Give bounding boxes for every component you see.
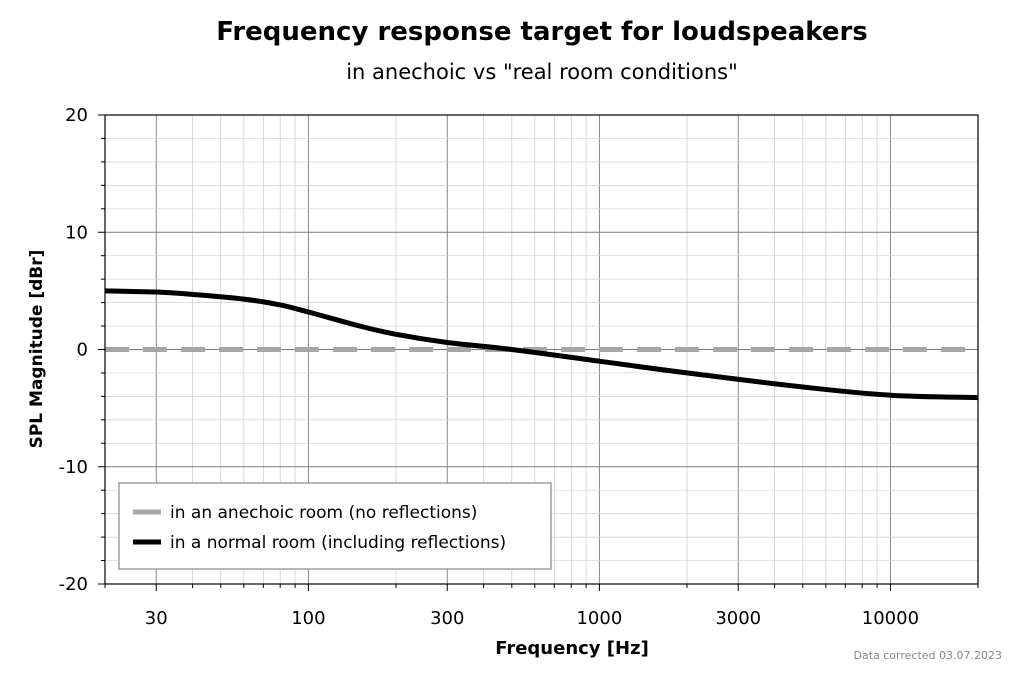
tick-layer — [98, 114, 979, 591]
y-axis-label: SPL Magnitude [dBr] — [27, 250, 47, 449]
footnote: Data corrected 03.07.2023 — [853, 649, 1002, 662]
y-tick-label: 0 — [77, 340, 88, 361]
legend-label-anechoic: in an anechoic room (no reflections) — [170, 503, 477, 523]
tick-labels: 30 100 300 1000 3000 10000 -20 -10 0 10 20 — [59, 105, 919, 629]
y-tick-label: -20 — [59, 574, 88, 595]
legend-label-room: in a normal room (including reflections) — [170, 533, 506, 553]
y-tick-label: -10 — [59, 457, 88, 478]
chart-subtitle: in anechoic vs "real room conditions" — [346, 60, 738, 84]
x-tick-label: 3000 — [715, 608, 761, 629]
legend-box — [118, 482, 552, 570]
series-line-normal-room — [104, 288, 979, 401]
x-tick-label: 1000 — [576, 608, 622, 629]
series-layer — [104, 288, 979, 401]
legend: in an anechoic room (no reflections) in … — [118, 482, 552, 570]
y-tick-label: 20 — [65, 105, 88, 126]
x-tick-label: 30 — [145, 608, 168, 629]
x-tick-label: 100 — [291, 608, 325, 629]
x-axis-label: Frequency [Hz] — [495, 638, 649, 659]
y-tick-label: 10 — [65, 222, 88, 243]
x-tick-label: 300 — [430, 608, 464, 629]
chart-title: Frequency response target for loudspeake… — [216, 17, 868, 47]
x-tick-label: 10000 — [862, 608, 919, 629]
